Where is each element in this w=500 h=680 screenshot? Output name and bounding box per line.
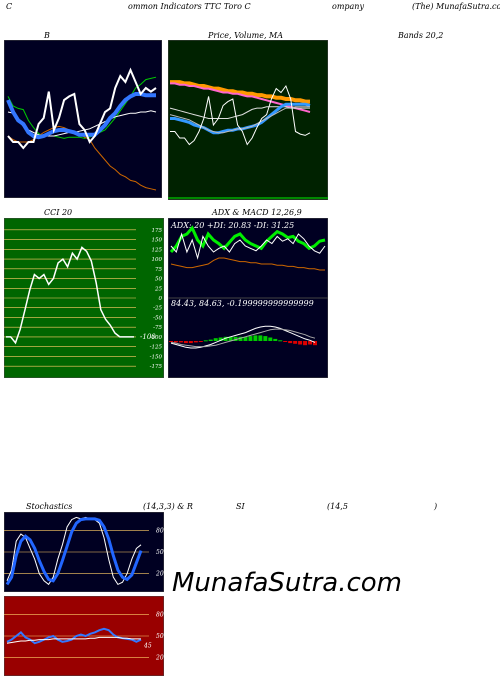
oscillator-tick-label: 20 <box>155 571 164 578</box>
ma-orange-line <box>170 80 310 104</box>
macd-histogram-bar <box>198 341 203 342</box>
macd-chart: 84.43, 84.63, -0.199999999999999 <box>168 298 328 378</box>
price-background <box>168 40 328 200</box>
macd-histogram-bar <box>243 336 248 341</box>
macd-histogram-bar <box>273 338 278 341</box>
bands-title-right: Bands 20,2 <box>398 31 444 40</box>
macd-histogram-bar <box>193 341 198 343</box>
macd-histogram-bar <box>228 336 233 341</box>
ma-pink-line <box>170 82 311 113</box>
macd-histogram-bar <box>173 341 178 343</box>
price-line <box>7 67 157 150</box>
macd-histogram-bar <box>298 341 303 345</box>
macd-histogram-bar <box>178 341 183 343</box>
stoch-title-params: (14,3,3) & R <box>143 502 193 511</box>
cci-tick-label: -75 <box>153 325 162 331</box>
plus-di-line <box>170 232 326 260</box>
cci-chart: 175 150 125 100 75 50 25 0 -25 -50 -75 -100 -125 -150… <box>4 218 164 378</box>
bands-title-left: B <box>44 31 50 40</box>
adx-line <box>170 257 325 271</box>
macd-histogram-bar <box>203 340 208 342</box>
stochastics-chart: 80 50 20 <box>4 512 164 592</box>
cci-tick-label: -125 <box>150 345 163 351</box>
macd-background <box>168 298 328 378</box>
macd-histogram-bar <box>223 336 228 341</box>
macd-histogram-bar <box>288 341 293 344</box>
stoch-d-line <box>5 517 143 586</box>
macd-histogram-bar <box>218 337 223 341</box>
cci-tick-label: 50 <box>155 277 162 283</box>
adx-chart: ADX: 20 +DI: 20.83 -DI: 31.25 <box>168 218 328 298</box>
macd-histogram-bar <box>253 335 258 341</box>
macd-line <box>170 325 316 349</box>
macd-histogram-bar <box>213 338 218 341</box>
header-col2: ommon Indicators TTC Toro C <box>128 2 251 11</box>
macd-histogram-bar <box>208 339 213 341</box>
minus-di-line <box>169 225 326 253</box>
cci-title: CCI 20 <box>44 208 73 217</box>
rsi-last-value: 45 <box>143 643 152 650</box>
ma-white-line <box>169 106 310 119</box>
stoch-k-line <box>6 516 142 586</box>
cci-tick-label: 25 <box>154 286 162 292</box>
macd-histogram-bar <box>303 341 308 346</box>
oscillator-tick-label: 80 <box>156 611 164 618</box>
oscillator-tick-label: 50 <box>156 633 164 640</box>
oscillator-tick-label: 80 <box>156 527 164 534</box>
macd-histogram-bar <box>188 341 193 344</box>
rsi-chart: 80 50 20 45 <box>4 596 164 676</box>
stoch-title-close: ) <box>434 502 438 511</box>
rsi-ma-line <box>6 636 141 644</box>
bollinger-bands-chart <box>4 40 162 198</box>
macd-histogram-bar <box>183 341 188 344</box>
macd-histogram-bar <box>169 341 173 342</box>
cci-tick-label: 125 <box>152 247 163 253</box>
cci-tick-label: 100 <box>152 257 163 263</box>
macd-histogram-bar <box>258 335 263 341</box>
adx-label: ADX: 20 +DI: 20.83 -DI: 31.25 <box>170 221 294 230</box>
macd-histogram-bar <box>263 336 268 341</box>
header-col3: ompany <box>332 2 364 11</box>
cci-tick-label: 150 <box>152 238 163 244</box>
munafasutra-watermark: MunafaSutra.com <box>172 568 403 598</box>
oscillator-tick-label: 20 <box>155 655 164 662</box>
macd-histogram-bar <box>248 336 253 341</box>
macd-histogram-bar <box>233 336 238 341</box>
macd-histogram-bar <box>308 341 313 345</box>
macd-label: 84.43, 84.63, -0.199999999999999 <box>171 299 314 308</box>
macd-signal-line <box>170 328 316 348</box>
cci-tick-label: 75 <box>155 267 162 273</box>
stoch-title-rsi: (14,5 <box>327 502 348 511</box>
price-volume-ma-chart <box>168 40 328 200</box>
bollinger-background <box>4 40 162 198</box>
cci-line <box>6 246 134 345</box>
close-price-line <box>170 84 311 146</box>
header-col4: (The) MunafaSutra.com <box>412 2 500 11</box>
macd-histogram-bar <box>278 340 283 342</box>
macd-histogram-bar <box>238 336 243 341</box>
cci-tick-label: 0 <box>159 296 163 302</box>
header-col1: C <box>6 2 13 11</box>
price-volume-ma-title: Price, Volume, MA <box>208 31 284 40</box>
cci-tick-label: -175 <box>150 364 163 370</box>
macd-histogram-bar <box>283 341 288 342</box>
macd-histogram-bar <box>313 341 317 346</box>
cci-tick-label: 175 <box>152 228 163 234</box>
cci-last-value: -100 <box>140 333 156 341</box>
cci-tick-label: -50 <box>153 315 162 321</box>
cci-tick-label: -100 <box>150 335 163 341</box>
cci-tick-label: -25 <box>153 306 162 312</box>
stoch-title-si: SI <box>236 502 245 511</box>
macd-histogram-bar <box>268 337 273 341</box>
adx-macd-title: ADX & MACD 12,26,9 <box>212 208 302 217</box>
cci-tick-label: -150 <box>150 354 163 360</box>
stoch-title-left: Stochastics <box>26 502 73 511</box>
middle-band-line <box>7 110 157 137</box>
oscillator-tick-label: 50 <box>156 549 164 556</box>
moving-average-line <box>6 92 156 140</box>
macd-histogram-bar <box>293 341 298 344</box>
